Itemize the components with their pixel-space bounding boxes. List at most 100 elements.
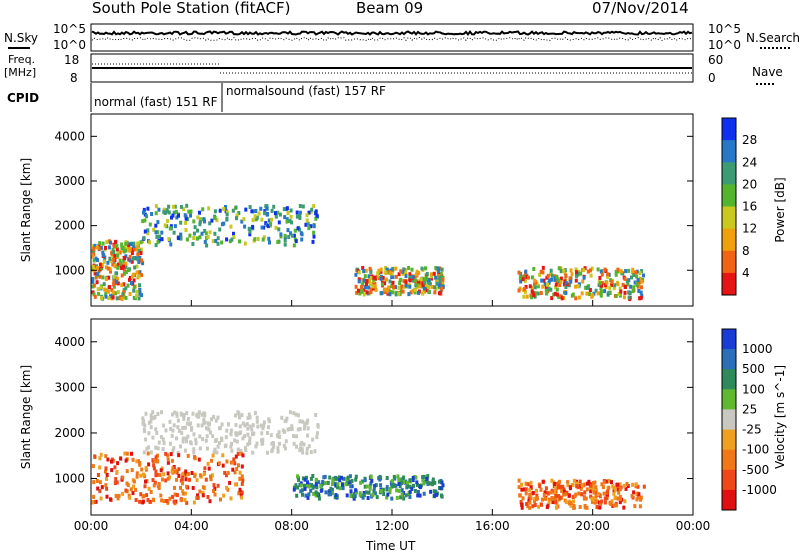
data-cell <box>120 477 124 482</box>
data-cell <box>108 285 112 290</box>
data-cell <box>122 255 126 260</box>
data-cell <box>248 439 252 444</box>
colorbar-tick-label: 4 <box>742 266 750 280</box>
data-cell <box>132 246 136 251</box>
data-cell <box>636 484 640 489</box>
data-cell <box>584 496 588 501</box>
data-cell <box>130 468 134 473</box>
data-cell <box>104 288 108 293</box>
data-cell <box>175 413 179 418</box>
data-cell <box>370 478 374 483</box>
data-cell <box>559 484 563 489</box>
data-cell <box>295 214 299 219</box>
data-cell <box>624 269 628 274</box>
data-cell <box>159 435 163 440</box>
data-cell <box>224 435 228 440</box>
data-cell <box>115 247 119 252</box>
data-cell <box>595 488 599 493</box>
data-cell <box>549 287 553 292</box>
data-cell <box>416 489 420 494</box>
data-cell <box>610 499 614 504</box>
data-cell <box>192 231 196 236</box>
data-cell <box>618 500 622 505</box>
data-cell <box>423 289 426 294</box>
data-cell <box>261 426 265 431</box>
colorbar-tick-label: 28 <box>742 133 757 147</box>
data-cell <box>225 212 229 217</box>
data-cell <box>439 271 443 276</box>
data-cell <box>158 234 162 239</box>
data-cell <box>204 231 208 236</box>
data-cell <box>384 287 388 292</box>
data-cell <box>578 479 582 484</box>
data-cell <box>196 236 200 241</box>
data-cell <box>530 285 534 290</box>
data-cell <box>524 269 528 274</box>
data-cell <box>530 295 534 300</box>
data-cell <box>364 268 368 273</box>
data-cell <box>197 457 201 462</box>
noise-panel-frame <box>90 23 694 52</box>
data-cell <box>305 218 309 223</box>
data-cell <box>548 278 552 283</box>
data-cell <box>386 289 389 294</box>
data-cell <box>312 491 316 496</box>
data-cell <box>299 483 303 488</box>
data-cell <box>137 248 141 253</box>
data-cell <box>254 209 258 213</box>
data-cell <box>564 280 568 285</box>
data-cell <box>216 241 220 246</box>
data-cell <box>238 470 242 475</box>
data-cell <box>142 207 146 212</box>
data-cell <box>300 237 304 242</box>
data-cell <box>402 279 406 284</box>
data-cell <box>211 453 215 458</box>
data-cell <box>536 291 540 296</box>
data-cell <box>172 446 176 450</box>
data-cell <box>193 474 197 479</box>
data-cell <box>306 221 310 226</box>
data-cell <box>422 491 426 496</box>
data-cell <box>269 433 273 438</box>
data-cell <box>618 286 622 291</box>
data-cell <box>590 266 594 271</box>
data-cell <box>315 431 319 436</box>
data-cell <box>94 499 98 504</box>
data-cell <box>134 256 138 261</box>
colorbar-swatch <box>722 329 736 350</box>
data-cell <box>144 437 148 442</box>
data-cell <box>241 453 245 458</box>
data-cell <box>359 289 363 294</box>
data-cell <box>428 481 432 486</box>
data-cell <box>95 280 99 285</box>
data-cell <box>369 475 373 479</box>
data-cell <box>524 491 528 496</box>
data-cell <box>413 290 417 295</box>
data-cell <box>283 215 287 220</box>
data-cell <box>301 204 305 209</box>
data-cell <box>93 271 97 276</box>
data-cell <box>372 486 376 491</box>
data-cell <box>306 433 310 438</box>
data-cell <box>229 444 233 449</box>
data-cell <box>596 291 600 296</box>
data-cell <box>176 418 180 423</box>
data-cell <box>555 292 559 297</box>
data-cell <box>399 269 403 274</box>
data-cell <box>247 412 251 417</box>
data-cell <box>371 493 375 498</box>
data-cell <box>111 262 115 267</box>
data-cell <box>391 479 395 483</box>
data-cell <box>195 478 199 483</box>
data-cell <box>293 228 297 233</box>
chart-title: South Pole Station (fitACF) <box>92 0 291 17</box>
data-cell <box>362 269 366 274</box>
colorbar-tick-label: 500 <box>742 362 765 376</box>
data-cell <box>213 492 217 497</box>
data-cell <box>338 478 342 483</box>
data-cell <box>574 284 578 289</box>
data-cell <box>602 480 606 485</box>
data-cell <box>278 212 282 217</box>
data-cell <box>122 264 125 269</box>
data-cell <box>158 473 162 477</box>
